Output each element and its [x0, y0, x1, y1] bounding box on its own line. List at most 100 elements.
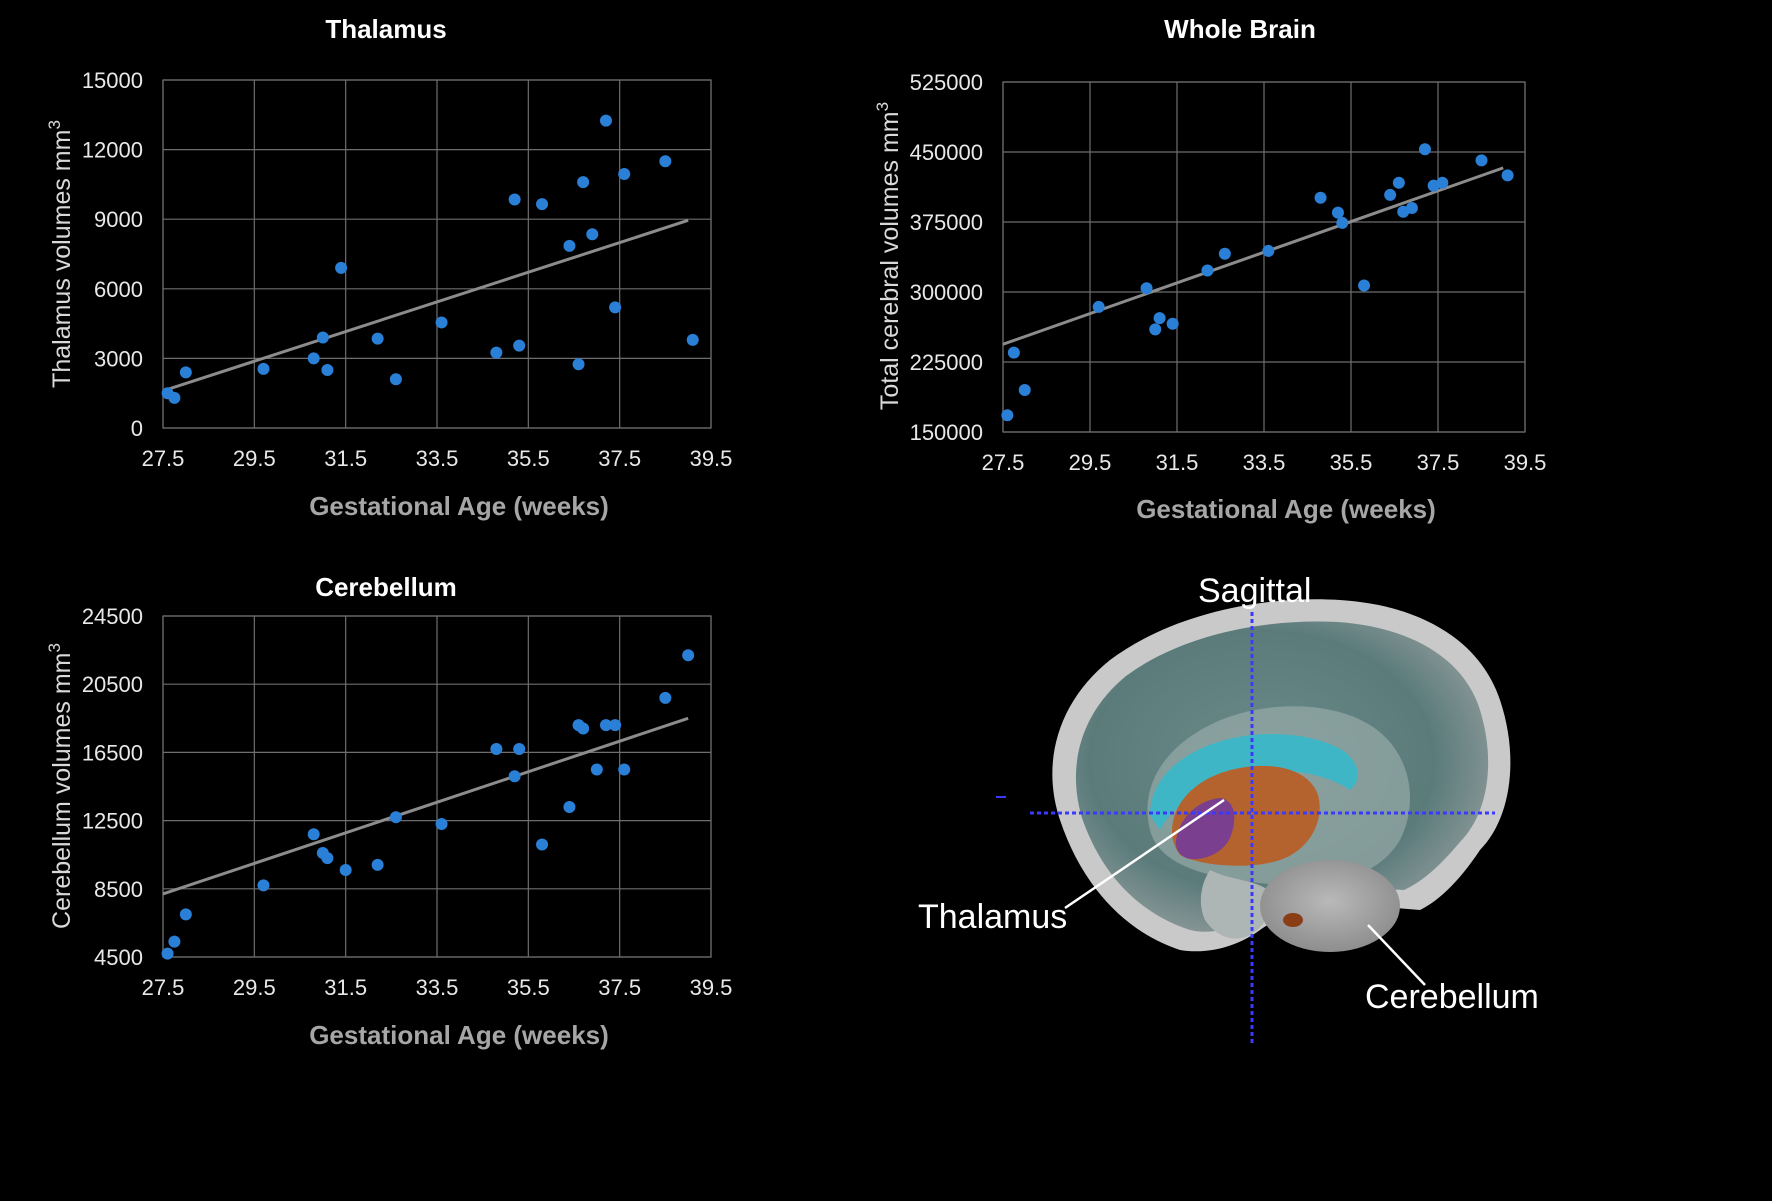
cerebellum-x-tick-label: 31.5 [324, 975, 367, 1000]
thalamus-y-tick-label: 15000 [82, 68, 143, 93]
whole-brain-data-point [1436, 176, 1449, 189]
cerebellum-data-point [508, 770, 521, 783]
whole-brain-x-tick-label: 37.5 [1417, 450, 1460, 475]
thalamus-data-point [316, 331, 329, 344]
cerebellum-x-tick-label: 27.5 [142, 975, 185, 1000]
cerebellum-data-point [599, 719, 612, 732]
whole-brain-y-tick-label: 150000 [910, 420, 983, 445]
cerebellum-x-tick-label: 35.5 [507, 975, 550, 1000]
whole-brain-data-point [1475, 154, 1488, 167]
cerebellum-x-axis-title: Gestational Age (weeks) [309, 1020, 609, 1050]
thalamus-label: Thalamus [918, 898, 1067, 936]
whole-brain-data-point [1262, 244, 1275, 257]
cerebellum-data-point [490, 742, 503, 755]
thalamus-data-point [389, 373, 402, 386]
cerebellum-chart: Cerebellum 27.5 29.5 31.5 33.5 35.5 37.5 39.5 45… [45, 572, 732, 1050]
cerebellum-data-point [389, 811, 402, 824]
whole-brain-x-tick-label: 35.5 [1330, 450, 1373, 475]
cerebellum-data-point [179, 908, 192, 921]
whole-brain-data-point [1149, 323, 1162, 336]
thalamus-x-tick-label: 39.5 [690, 446, 733, 471]
whole-brain-trendline [1002, 166, 1504, 346]
thalamus-y-tick-label: 3000 [94, 346, 143, 371]
cerebellum-data-point [563, 800, 576, 813]
whole-brain-data-point [1007, 346, 1020, 359]
thalamus-chart: Thalamus 27.5 29.5 31.5 33.5 35.5 37.5 39.5 0 300… [45, 14, 732, 521]
thalamus-y-axis-title: Thalamus volumes mm3 [45, 120, 76, 388]
thalamus-x-tick-label: 29.5 [233, 446, 276, 471]
whole-brain-data-point [1384, 188, 1397, 201]
thalamus-y-tick-label: 6000 [94, 277, 143, 302]
thalamus-data-point [168, 391, 181, 404]
thalamus-data-point [307, 352, 320, 365]
thalamus-data-point [257, 362, 270, 375]
whole-brain-x-axis-title: Gestational Age (weeks) [1136, 494, 1436, 524]
whole-brain-x-tick-label: 31.5 [1156, 450, 1199, 475]
thalamus-x-tick-label: 31.5 [324, 446, 367, 471]
whole-brain-title: Whole Brain [1164, 14, 1316, 44]
whole-brain-data-point [1392, 176, 1405, 189]
thalamus-title: Thalamus [325, 14, 446, 44]
cerebellum-data-point [682, 649, 695, 662]
cerebellum-data-point [339, 864, 352, 877]
cerebellum-data-point [435, 818, 448, 831]
cerebellum-title: Cerebellum [315, 572, 457, 602]
cerebellum-y-tick-label: 8500 [94, 877, 143, 902]
thalamus-data-point [618, 167, 631, 180]
cerebellum-data-point [536, 838, 549, 851]
thalamus-x-tick-label: 37.5 [598, 446, 641, 471]
whole-brain-data-point [1201, 264, 1214, 277]
cerebellum-region [1260, 860, 1400, 952]
whole-brain-x-tick-label: 39.5 [1504, 450, 1547, 475]
thalamus-y-tick-label: 9000 [94, 207, 143, 232]
cerebellum-label: Cerebellum [1365, 978, 1539, 1016]
cerebellum-x-tick-label: 33.5 [416, 975, 459, 1000]
cerebellum-y-tick-label: 24500 [82, 604, 143, 629]
cerebellum-y-axis-title: Cerebellum volumes mm3 [45, 643, 76, 929]
cerebellum-x-tick-label: 37.5 [598, 975, 641, 1000]
cerebellum-x-tick-label: 39.5 [690, 975, 733, 1000]
thalamus-data-point [371, 332, 384, 345]
ventricle-region [1150, 733, 1358, 830]
cerebellum-marker [1283, 913, 1303, 927]
whole-brain-data-point [1140, 282, 1153, 295]
whole-brain-data-point [1218, 247, 1231, 260]
cerebellum-data-point [609, 719, 622, 732]
whole-brain-y-tick-label: 300000 [910, 280, 983, 305]
sagittal-label: Sagittal [1198, 572, 1311, 610]
whole-brain-data-point [1405, 202, 1418, 214]
cerebellum-y-tick-label: 20500 [82, 672, 143, 697]
whole-brain-chart: Whole Brain 27.5 29.5 31.5 33.5 35.5 37.5 39.5 1… [873, 14, 1546, 524]
cerebellum-data-point [577, 722, 590, 735]
brain-sagittal-image: Sagittal Thalamus Cerebellum [918, 572, 1539, 1046]
cerebellum-x-tick-label: 29.5 [233, 975, 276, 1000]
thalamus-data-point [586, 228, 599, 241]
thalamus-data-point [335, 261, 348, 274]
thalamus-data-point [435, 316, 448, 329]
thalamus-y-tick-label: 0 [131, 416, 143, 441]
thalamus-data-point [572, 358, 585, 371]
cerebellum-pointer-line [1367, 924, 1426, 986]
thalamus-data-point [599, 114, 612, 127]
thalamus-data-point [513, 339, 526, 352]
cerebellum-data-point [307, 828, 320, 841]
thalamus-data-point [659, 155, 672, 168]
whole-brain-data-point [1501, 169, 1514, 182]
thalamus-pointer-line [1064, 798, 1225, 910]
whole-brain-data-point [1092, 300, 1105, 313]
whole-brain-x-tick-label: 33.5 [1243, 450, 1286, 475]
thalamus-x-tick-label: 33.5 [416, 446, 459, 471]
cerebellum-y-tick-label: 16500 [82, 740, 143, 765]
thalamus-data-point [490, 346, 503, 359]
cerebellum-data-point [513, 742, 526, 755]
whole-brain-data-point [1336, 216, 1349, 229]
whole-brain-data-point [1418, 143, 1431, 156]
thalamus-data-point [508, 193, 521, 206]
whole-brain-data-point [1018, 384, 1031, 396]
whole-brain-data-point [1001, 409, 1014, 422]
thalamus-x-tick-label: 27.5 [142, 446, 185, 471]
whole-brain-y-tick-label: 450000 [910, 140, 983, 165]
whole-brain-y-tick-label: 225000 [910, 350, 983, 375]
whole-brain-x-tick-label: 29.5 [1069, 450, 1112, 475]
